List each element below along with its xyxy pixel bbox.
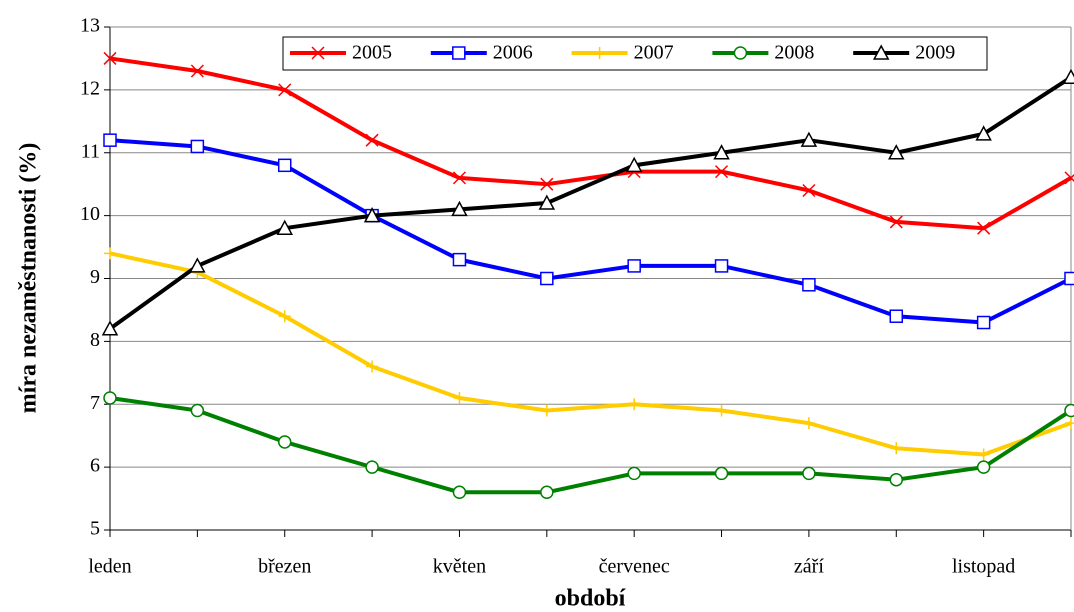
marker [277,435,292,449]
marker [189,257,206,273]
marker [540,485,554,500]
marker [278,310,291,323]
marker [538,194,556,210]
legend-label: 2005 [352,42,392,64]
marker [802,278,816,292]
marker [872,44,890,60]
y-tick-label: 12 [80,77,100,99]
y-tick-label: 9 [90,266,100,288]
marker [1064,171,1074,185]
marker [276,219,293,235]
marker [104,247,116,260]
marker [452,252,467,267]
marker [311,46,325,60]
marker [453,391,466,404]
marker [452,485,467,500]
marker [1065,417,1074,430]
x-tick-label: září [794,556,824,578]
marker [103,391,117,405]
marker [802,417,815,430]
marker [190,139,205,154]
series-line [108,75,1073,331]
y-tick-label: 5 [90,518,100,540]
marker [452,171,466,185]
legend: 2005 2006 2007 2008 2009 [282,36,988,71]
marker [889,309,904,323]
y-axis-title: míra nezaměstnanosti (%) [16,143,42,414]
series-line [109,138,1072,325]
marker [101,320,119,336]
y-tick-label: 8 [90,329,100,351]
series-line [109,251,1072,457]
marker [593,47,606,59]
y-tick-label: 13 [80,15,100,37]
marker [190,64,204,78]
x-axis-title: období [555,586,626,612]
marker [365,133,379,147]
marker [277,158,292,173]
marker [452,46,466,60]
legend-label: 2009 [915,42,955,64]
marker [890,442,903,455]
marker [451,200,468,217]
y-tick-label: 6 [90,455,100,477]
marker [627,259,641,273]
marker [888,144,905,160]
marker [977,221,991,235]
marker [1064,271,1074,286]
marker [977,448,990,461]
x-tick-label: červenec [599,556,670,578]
marker [540,271,554,286]
series-line [109,56,1072,231]
marker [1064,403,1074,418]
marker [975,125,992,141]
marker [715,404,728,417]
legend-label: 2006 [493,42,533,64]
marker [889,472,904,487]
marker [365,460,379,474]
marker [363,207,381,223]
marker [802,183,816,198]
y-tick-label: 11 [81,140,100,162]
x-tick-label: leden [88,556,131,578]
marker [976,460,991,474]
y-tick-label: 10 [80,203,100,225]
marker [627,466,641,481]
marker [733,46,748,60]
legend-label: 2007 [634,42,674,64]
marker [1062,68,1074,85]
marker [625,156,643,173]
x-tick-label: květen [433,556,486,578]
marker [540,404,553,417]
marker [800,131,818,147]
series-line [109,395,1073,495]
marker [889,215,903,229]
marker [103,133,117,147]
marker [713,144,730,160]
marker [715,165,729,179]
marker [802,466,816,481]
x-tick-label: březen [258,556,311,578]
marker [366,360,379,373]
marker [628,398,641,411]
marker [976,315,991,330]
marker [540,177,554,191]
legend-label: 2008 [774,42,814,64]
marker [714,259,729,273]
y-tick-label: 7 [90,392,100,414]
marker [714,466,729,481]
x-tick-label: listopad [952,556,1015,578]
marker [278,83,292,97]
marker [190,403,205,418]
marker [103,51,117,65]
